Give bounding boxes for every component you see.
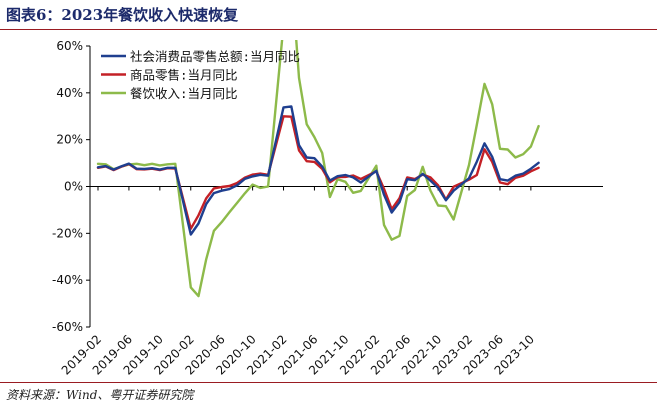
y-tick-label: 60% <box>56 39 83 53</box>
y-tick-label: 0% <box>64 180 83 194</box>
series-line-3 <box>96 40 540 298</box>
title-divider <box>0 29 657 30</box>
legend-label-2: 商品零售:当月同比 <box>130 68 238 83</box>
source-divider <box>0 382 657 383</box>
legend-label-3: 餐饮收入:当月同比 <box>130 86 238 101</box>
y-tick-label: 40% <box>56 86 83 100</box>
y-tick-label: -60% <box>52 320 83 334</box>
y-tick-label: -40% <box>52 273 83 287</box>
y-tick-label: 20% <box>56 133 83 147</box>
series-line-1 <box>96 105 540 236</box>
y-tick-label: -20% <box>52 226 83 240</box>
source-note: 资料来源：Wind、粤开证券研究院 <box>6 388 194 402</box>
figure-title: 图表6：2023年餐饮收入快速恢复 <box>6 6 239 24</box>
legend-label-1: 社会消费品零售总额:当月同比 <box>130 49 300 64</box>
